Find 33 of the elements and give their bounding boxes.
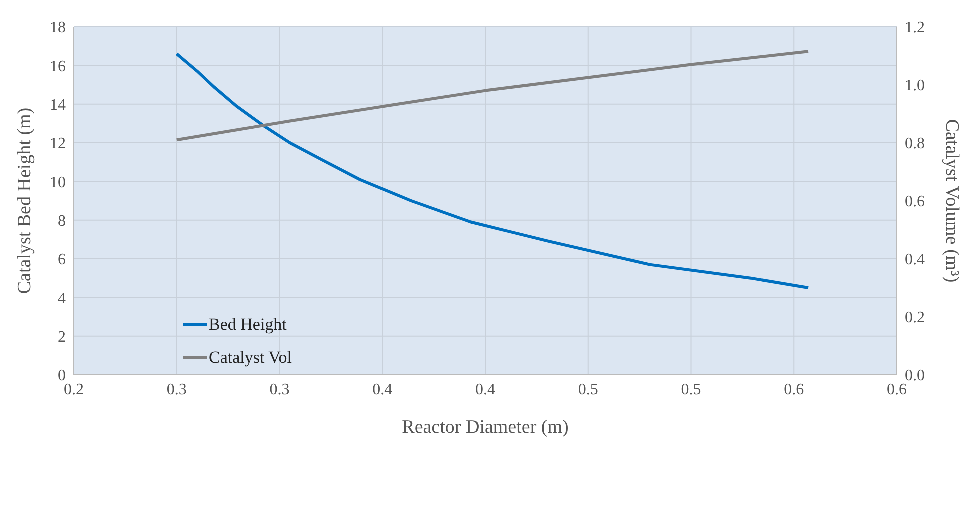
y2-tick-label: 0.4 [905,252,925,269]
x-tick-label: 0.4 [476,381,496,398]
y-tick-label: 4 [58,290,66,308]
x-tick-label: 0.6 [887,381,907,398]
y-tick-label: 2 [58,329,66,346]
y-tick-label: 12 [50,136,66,153]
y-tick-label: 8 [58,213,66,230]
y-tick-label: 14 [50,97,66,114]
x-tick-label: 0.5 [578,381,598,398]
x-tick-label: 0.4 [372,381,393,398]
x-tick-label: 0.6 [784,381,804,398]
y-tick-label: 16 [50,58,66,76]
y2-tick-label: 0.2 [905,310,925,327]
y2-tick-label: 0.8 [905,136,925,153]
line-series [175,52,810,290]
y2-tick-label: 1.2 [905,20,925,37]
y-tick-label: 18 [50,20,66,37]
x-tick-label: 0.3 [270,381,290,398]
legend-label: Catalyst Vol [209,348,292,368]
y2-tick-label: 0.0 [905,368,925,385]
line-series [175,50,810,142]
y-tick-label: 6 [58,252,66,269]
y-axis-title: Catalyst Bed Height (m) [14,108,36,294]
y-tick-label: 0 [58,368,66,385]
x-tick-label: 0.3 [166,381,187,398]
y2-tick-label: 1.0 [905,78,925,95]
y2-axis-title: Catalyst Volume (m³) [941,119,962,283]
legend-label: Bed Height [209,314,287,334]
x-tick-label: 0.5 [681,381,702,398]
x-axis-title: Reactor Diameter (m) [402,417,569,438]
y-tick-label: 10 [50,174,66,192]
y2-tick-label: 0.6 [905,194,925,211]
x-tick-label: 0.2 [64,381,84,398]
